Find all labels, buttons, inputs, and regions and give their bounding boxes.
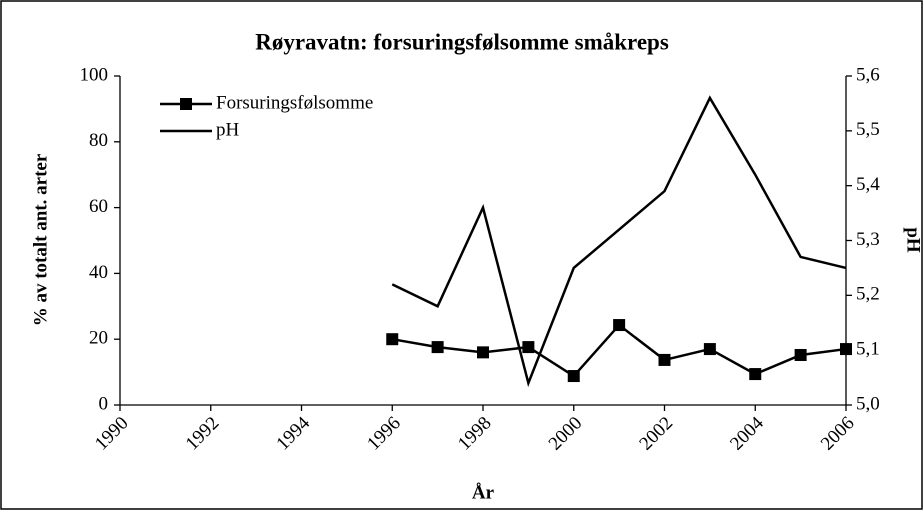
series-marker (567, 370, 580, 383)
y-tick-label: 80 (89, 130, 108, 151)
y2-tick-label: 5,4 (856, 174, 880, 195)
series-marker (749, 368, 762, 381)
y-axis-label: % av totalt ant. arter (30, 153, 51, 326)
series-marker (386, 333, 399, 346)
series-marker (794, 348, 807, 361)
series-marker (613, 319, 626, 332)
y-tick-label: 40 (89, 262, 108, 283)
y2-tick-label: 5,5 (856, 119, 880, 140)
series-marker (522, 341, 535, 354)
legend-label: Forsuringsfølsomme (216, 92, 373, 113)
series-marker (658, 353, 671, 366)
y-tick-label: 0 (99, 393, 109, 414)
series-marker (703, 343, 716, 356)
y2-tick-label: 5,6 (856, 64, 880, 85)
series-marker (477, 346, 489, 359)
y2-tick-label: 5,3 (856, 229, 880, 250)
y2-tick-label: 5,1 (856, 339, 880, 360)
x-axis-label: År (472, 482, 495, 503)
series-line (391, 95, 847, 388)
y2-tick-label: 5,2 (856, 284, 880, 305)
series-marker (431, 341, 444, 354)
legend-marker (180, 98, 192, 110)
series-marker (840, 343, 852, 356)
y-tick-label: 60 (89, 196, 108, 217)
y2-tick-label: 5,0 (856, 393, 880, 414)
chart-title: Røyravatn: forsuringsfølsomme småkreps (255, 29, 669, 54)
legend-box (154, 88, 434, 150)
y2-axis-label: pH (903, 227, 923, 253)
y-tick-label: 100 (80, 64, 109, 85)
y-tick-label: 20 (89, 328, 108, 349)
legend-label: pH (216, 119, 240, 140)
